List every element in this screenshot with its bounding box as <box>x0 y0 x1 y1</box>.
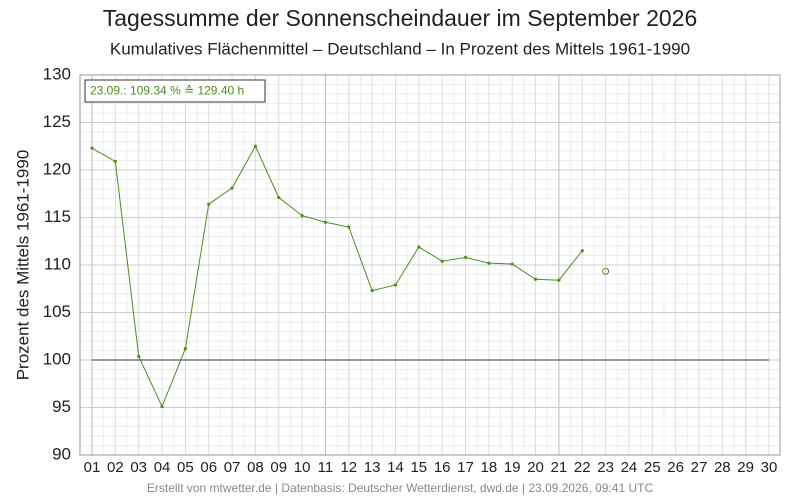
annotation-box <box>84 79 266 103</box>
x-tick-label: 19 <box>504 459 521 476</box>
x-tick-label: 30 <box>761 459 778 476</box>
y-tick-label: 90 <box>52 444 71 463</box>
x-tick-label: 11 <box>318 459 334 476</box>
y-tick-label: 130 <box>43 64 71 83</box>
x-tick-label: 02 <box>107 459 124 476</box>
x-tick-label: 14 <box>387 459 404 476</box>
data-point <box>113 159 117 164</box>
x-tick-label: 12 <box>340 459 357 476</box>
data-point <box>137 354 141 358</box>
y-tick-label: 125 <box>43 112 71 131</box>
data-point <box>370 289 374 293</box>
x-tick-label: 06 <box>200 459 217 476</box>
data-point <box>533 277 538 281</box>
x-tick-label: 08 <box>247 459 264 476</box>
y-tick-label: 95 <box>52 397 71 416</box>
x-tick-label: 24 <box>621 459 638 476</box>
x-tick-label: 03 <box>130 459 147 476</box>
data-point <box>183 347 187 351</box>
x-tick-label: 25 <box>644 459 661 476</box>
y-tick-label: 100 <box>43 349 71 368</box>
x-tick-label: 26 <box>667 459 684 476</box>
x-tick-label: 18 <box>481 459 498 476</box>
x-tick-label: 09 <box>270 459 287 476</box>
data-point <box>463 255 468 259</box>
data-point <box>277 195 281 200</box>
data-point <box>253 144 258 148</box>
data-point <box>323 220 328 224</box>
data-point <box>487 261 491 265</box>
data-point <box>557 278 561 282</box>
x-tick-label: 07 <box>224 459 241 476</box>
data-point <box>417 245 421 249</box>
data-point <box>393 283 398 287</box>
y-axis-label: Prozent des Mittels 1961-1990 <box>13 150 32 381</box>
data-point <box>90 146 94 150</box>
current-point <box>602 267 610 275</box>
x-tick-label: 04 <box>154 459 171 476</box>
x-tick-label: 17 <box>457 459 474 476</box>
data-point <box>300 214 304 218</box>
y-tick-label: 120 <box>43 159 71 178</box>
chart-title: Tagessumme der Sonnenscheindauer im Sept… <box>103 5 698 31</box>
data-point <box>207 202 211 206</box>
x-tick-label: 21 <box>551 459 568 476</box>
data-point <box>160 404 164 409</box>
data-point <box>230 186 234 190</box>
x-tick-label: 29 <box>737 459 754 476</box>
chart-subtitle: Kumulatives Flächenmittel – Deutschland … <box>110 39 690 58</box>
y-tick-label: 115 <box>44 207 71 226</box>
x-tick-label: 05 <box>177 459 194 476</box>
x-tick-label: 22 <box>574 459 591 476</box>
data-point <box>510 262 514 266</box>
data-point <box>580 249 584 253</box>
x-tick-label: 13 <box>364 459 381 476</box>
data-point <box>440 259 444 263</box>
x-tick-label: 10 <box>294 459 311 476</box>
x-tick-label: 23 <box>597 459 614 476</box>
x-tick-label: 15 <box>410 459 427 476</box>
y-tick-label: 110 <box>44 254 71 273</box>
annotation: 23.09.: 109.34 % ≙ 129.40 h <box>90 84 244 98</box>
footer: Erstellt von mtwetter.de | Datenbasis: D… <box>147 481 654 495</box>
data-line <box>91 145 583 408</box>
x-tick-label: 20 <box>527 459 544 476</box>
x-tick-label: 01 <box>84 459 101 476</box>
y-tick-label: 105 <box>43 302 71 321</box>
x-tick-label: 16 <box>434 459 451 476</box>
x-tick-label: 27 <box>691 459 708 476</box>
x-tick-label: 28 <box>714 459 731 476</box>
plot-frame <box>79 74 781 456</box>
data-point <box>347 225 351 229</box>
